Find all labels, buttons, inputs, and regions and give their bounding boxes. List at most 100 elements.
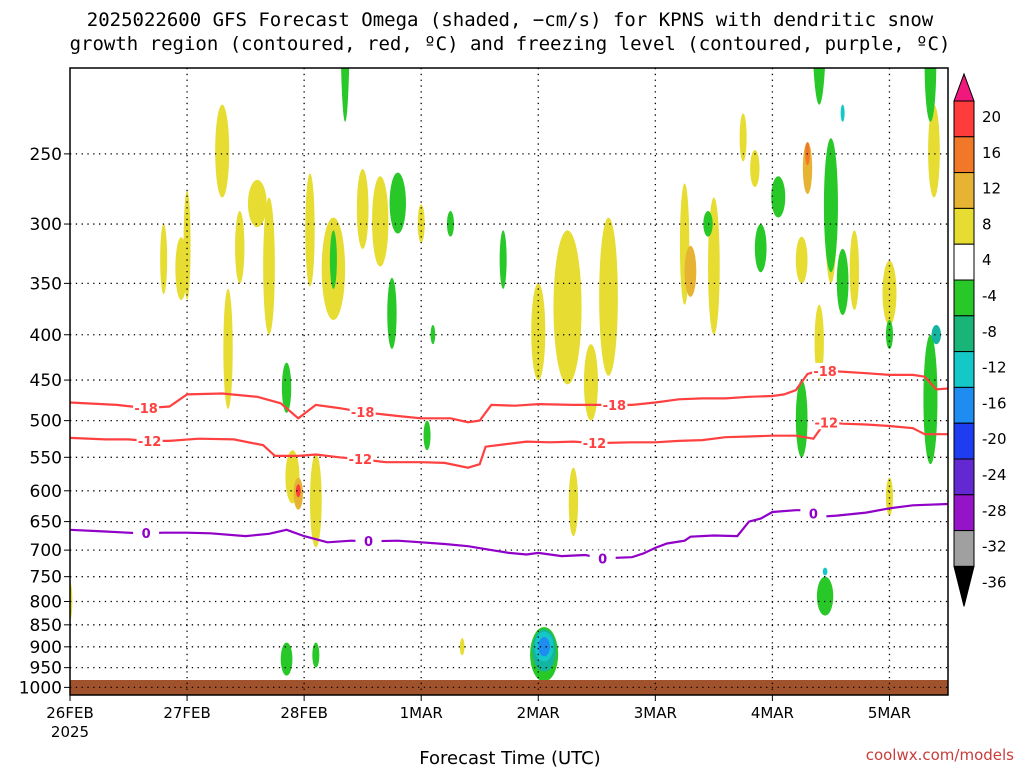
colorbar-label: 12 xyxy=(982,180,1001,198)
shade-blob xyxy=(840,104,845,122)
colorbar-label: -8 xyxy=(982,323,997,341)
shade-blob xyxy=(459,638,465,656)
contour-label: -18 xyxy=(813,365,837,380)
shade-blob xyxy=(499,230,507,289)
contour-label: -18 xyxy=(603,399,627,414)
x-tick-label: 28FEB xyxy=(280,704,327,722)
shade-blob xyxy=(599,217,618,376)
y-tick-label: 1000 xyxy=(19,678,62,698)
shade-blob xyxy=(568,467,579,537)
colorbar-label: -32 xyxy=(982,538,1007,556)
y-tick-label: 700 xyxy=(30,541,62,561)
contour-label-bg xyxy=(800,505,827,521)
shade-blob xyxy=(281,362,292,413)
shade-blob xyxy=(836,248,849,316)
colorbar-label: -16 xyxy=(982,394,1007,412)
shade-blob xyxy=(423,420,431,451)
x-tick-year: 2025 xyxy=(51,723,89,741)
shade-blob xyxy=(750,150,760,188)
shade-blob xyxy=(814,304,824,381)
contour-label: -18 xyxy=(134,402,158,417)
contour-label: 0 xyxy=(364,535,373,550)
colorbar-bin xyxy=(953,243,975,281)
colorbar-bin xyxy=(953,386,975,424)
shade-blob xyxy=(802,142,813,195)
contour-label: -12 xyxy=(583,437,607,452)
shade-blob xyxy=(928,104,940,198)
x-tick-label: 5MAR xyxy=(868,704,911,722)
shade-blob xyxy=(160,224,168,295)
plot-frame xyxy=(69,67,949,696)
contour-label-bg xyxy=(813,414,840,430)
contour-label-bg xyxy=(601,396,628,412)
credit-text: coolwx.com/models xyxy=(866,746,1014,764)
shade-blob xyxy=(295,484,301,498)
shade-blob xyxy=(389,172,406,234)
contour-label-bg xyxy=(589,550,616,566)
contour-label-bg xyxy=(133,525,160,541)
colorbar-label: -4 xyxy=(982,287,997,305)
shade-blob xyxy=(531,283,546,381)
shade-blob xyxy=(739,113,747,162)
shade-blob xyxy=(931,325,941,345)
shade-blob xyxy=(247,179,267,228)
shade-blob xyxy=(215,104,230,198)
contour-label-bg xyxy=(355,533,382,549)
y-tick-label: 500 xyxy=(30,412,62,432)
shade-cyan-m12 xyxy=(534,104,845,662)
shade-blob xyxy=(849,230,860,310)
y-tick-label: 900 xyxy=(30,638,62,658)
shade-blob xyxy=(823,138,838,273)
colorbar-bin xyxy=(953,100,975,138)
shade-blob xyxy=(583,344,598,421)
y-tick-label: 650 xyxy=(30,513,62,533)
contour-label: 0 xyxy=(598,552,607,567)
x-tick-label: 2MAR xyxy=(517,704,560,722)
shade-blob xyxy=(923,334,938,465)
contour-label-bg xyxy=(133,400,160,416)
contour-lines xyxy=(70,369,948,560)
colorbar-bin xyxy=(953,530,975,567)
shade-blob xyxy=(305,173,315,287)
shade-blob xyxy=(538,637,550,657)
shade-blob xyxy=(822,567,828,576)
contour-label-bg xyxy=(347,451,374,467)
x-tick-label: 26FEB xyxy=(46,704,93,722)
ground-fill xyxy=(70,680,948,695)
x-tick-label: 1MAR xyxy=(400,704,443,722)
shade-blob xyxy=(329,230,337,289)
omega-shading xyxy=(70,68,941,682)
colorbar: 20 16 12 8 4 -4 -8 -12 -16 -20 -24 -28 -32 -36 xyxy=(953,72,1007,607)
shade-blob xyxy=(263,197,275,335)
shade-blob xyxy=(813,68,825,105)
shade-orange-8 xyxy=(293,142,813,510)
shade-red-16 xyxy=(295,484,301,498)
y-axis: 2503003504004505005506006507007508008509… xyxy=(19,145,70,698)
x-axis-label: Forecast Time (UTC) xyxy=(419,748,600,768)
y-tick-label: 800 xyxy=(30,593,62,613)
title-line-1: 2025022600 GFS Forecast Omega (shaded, −… xyxy=(87,9,934,31)
shade-blob xyxy=(446,210,454,237)
shade-blob xyxy=(356,168,369,249)
colorbar-label: 4 xyxy=(982,251,992,269)
shade-blob xyxy=(341,68,350,122)
colorbar-label: 20 xyxy=(982,108,1001,126)
colorbar-bin xyxy=(953,351,975,388)
x-tick-label: 27FEB xyxy=(163,704,210,722)
colorbar-bin xyxy=(953,136,975,174)
shade-blob xyxy=(924,68,937,122)
contour-label: 0 xyxy=(142,527,151,542)
shade-blob xyxy=(553,230,582,385)
shade-blob xyxy=(223,288,233,409)
shade-blob xyxy=(309,453,322,548)
y-tick-label: 850 xyxy=(30,616,62,636)
colorbar-bin xyxy=(953,279,975,317)
y-tick-label: 250 xyxy=(30,145,62,165)
contour-label: 0 xyxy=(809,508,818,523)
contour-line--12 xyxy=(70,421,948,469)
colorbar-label: 16 xyxy=(982,144,1001,162)
shade-blob xyxy=(771,176,786,218)
contour-line-0 xyxy=(70,502,948,560)
colorbar-label: 8 xyxy=(982,215,992,233)
